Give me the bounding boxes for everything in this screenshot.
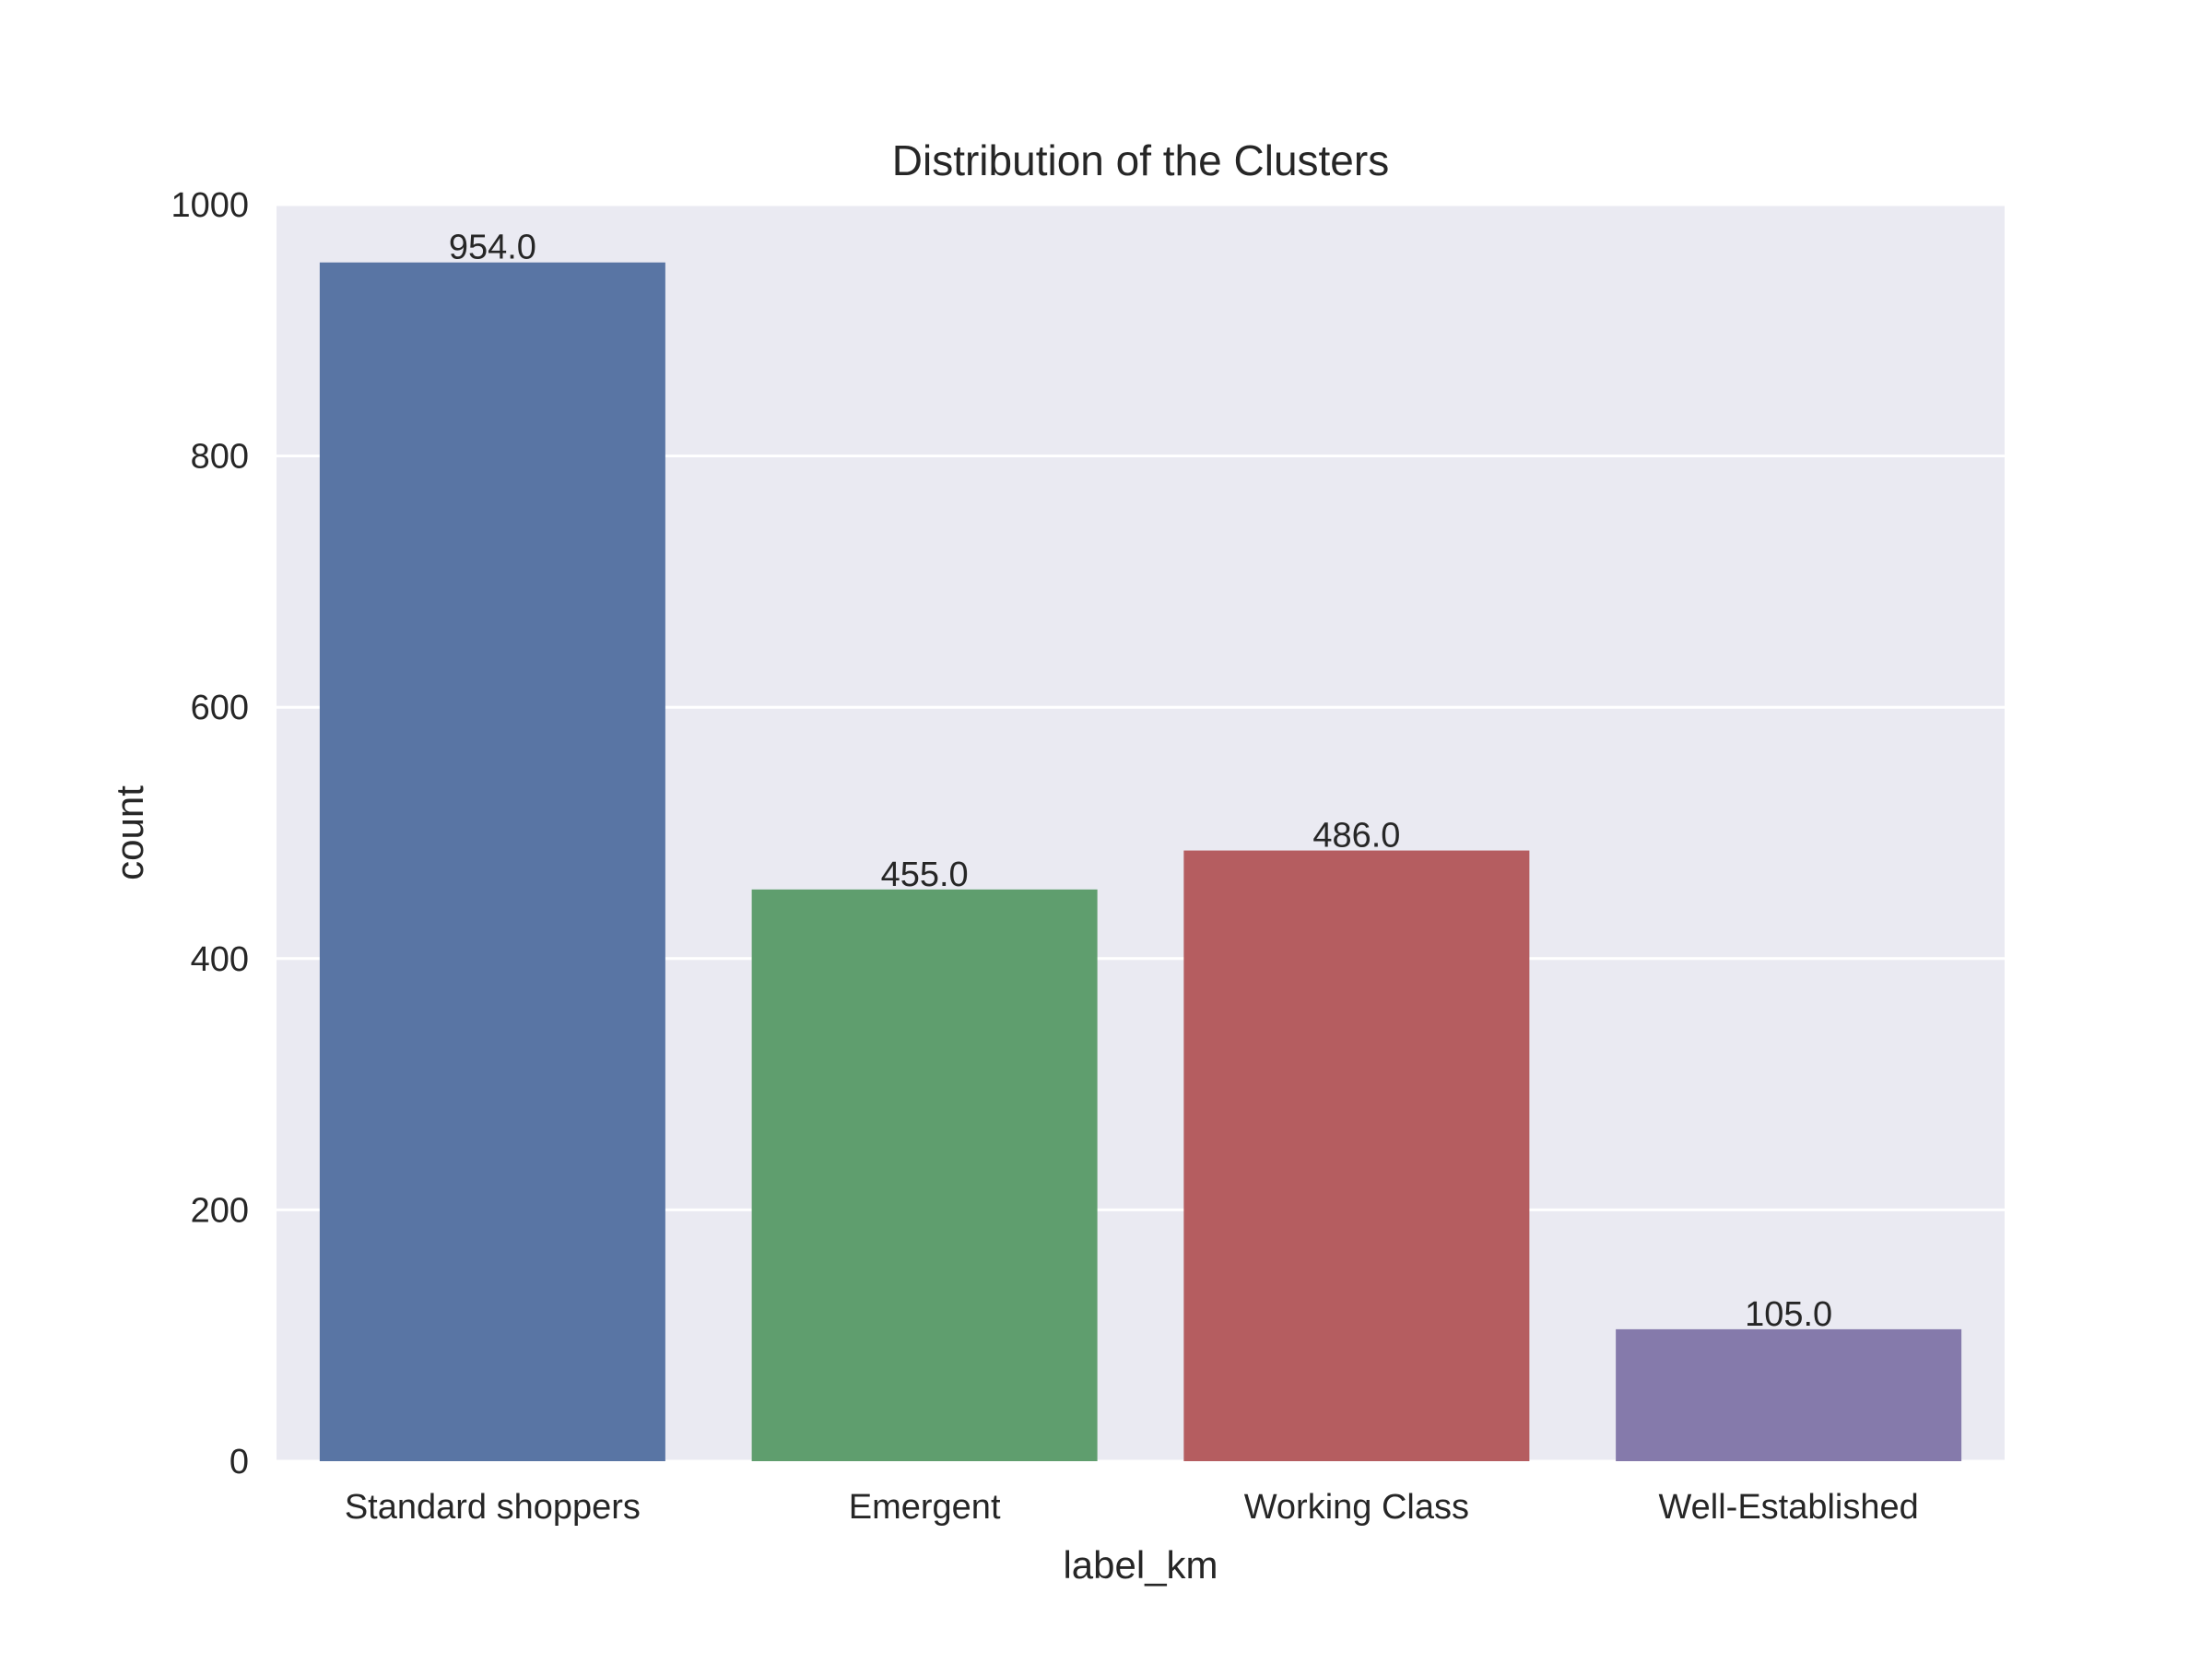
- y-tick-label: 800: [191, 438, 249, 477]
- bars: [319, 262, 1962, 1461]
- y-tick-label: 400: [191, 940, 249, 979]
- x-tick-label: Working Class: [1244, 1488, 1469, 1527]
- data-labels: 954.0 455.0 486.0 105.0: [449, 229, 1832, 1334]
- x-tick-label: Emergent: [849, 1488, 1001, 1527]
- y-tick-label: 0: [229, 1443, 249, 1481]
- bar: [751, 889, 1098, 1461]
- chart-title: Distribution of the Clusters: [892, 136, 1389, 184]
- bar: [1616, 1328, 1962, 1461]
- x-tick-label: Standard shoppers: [345, 1488, 641, 1527]
- bar-value-label: 954.0: [449, 229, 536, 267]
- x-axis-label: label_km: [1063, 1543, 1218, 1587]
- y-tick-label: 600: [191, 689, 249, 727]
- bar-value-label: 105.0: [1745, 1295, 1832, 1334]
- y-tick-label: 1000: [171, 186, 249, 225]
- bar: [319, 262, 665, 1461]
- x-tick-label: Well-Established: [1658, 1488, 1918, 1527]
- y-tick-label: 200: [191, 1191, 249, 1230]
- bar-value-label: 455.0: [881, 856, 969, 894]
- y-axis-ticks: 0 200 400 600 800 1000: [171, 186, 249, 1481]
- bar-value-label: 486.0: [1312, 817, 1400, 856]
- x-axis-ticks: Standard shoppers Emergent Working Class We…: [345, 1488, 1919, 1527]
- y-axis-label: count: [108, 785, 151, 880]
- bar: [1183, 850, 1530, 1461]
